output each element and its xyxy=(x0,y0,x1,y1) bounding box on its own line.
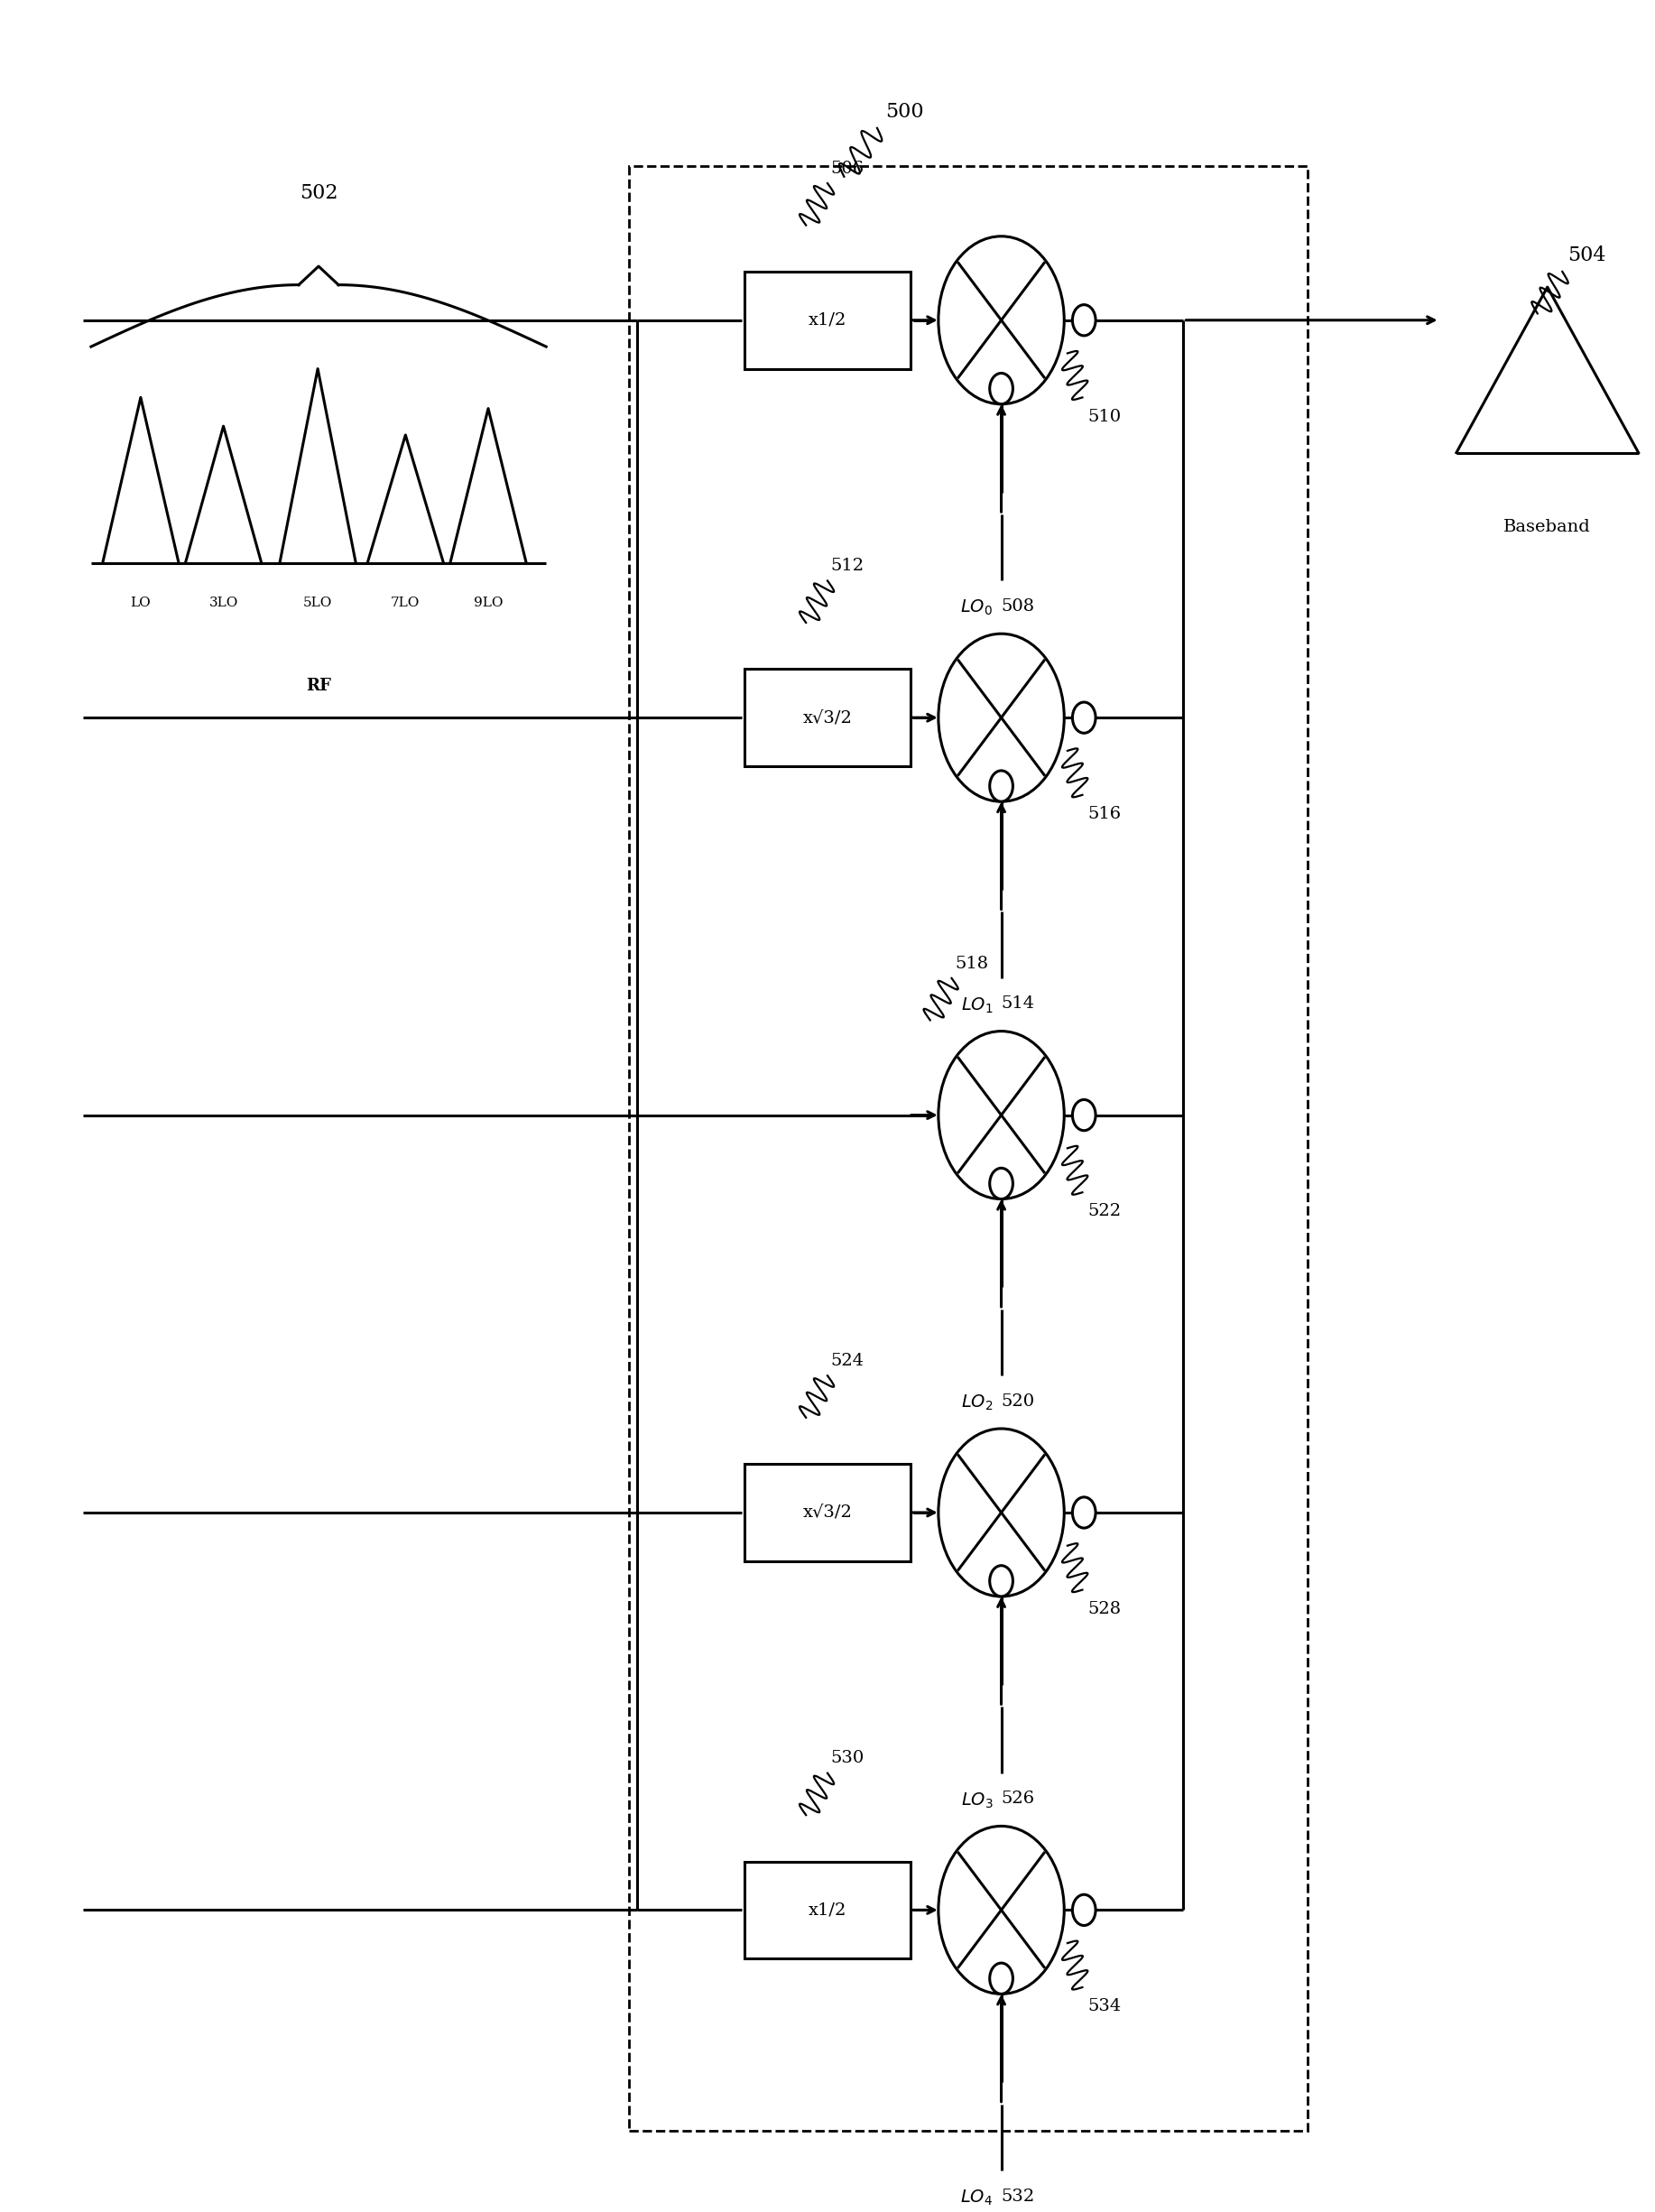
Text: x√3/2: x√3/2 xyxy=(803,710,852,726)
Text: 5LO: 5LO xyxy=(303,597,333,608)
Text: 516: 516 xyxy=(1087,805,1120,823)
Text: x√3/2: x√3/2 xyxy=(803,1504,852,1520)
Text: RF: RF xyxy=(306,677,331,695)
Text: LO: LO xyxy=(131,597,151,608)
Text: 500: 500 xyxy=(885,102,923,122)
Text: 532: 532 xyxy=(1001,2188,1034,2205)
Text: 512: 512 xyxy=(831,557,864,575)
Text: 520: 520 xyxy=(1001,1394,1034,1409)
Circle shape xyxy=(1072,1893,1096,1924)
Text: 514: 514 xyxy=(1001,995,1034,1013)
Bar xyxy=(745,272,910,369)
Bar xyxy=(745,668,910,765)
Text: 3LO: 3LO xyxy=(209,597,238,608)
Text: 510: 510 xyxy=(1087,409,1120,425)
Text: 508: 508 xyxy=(1001,599,1034,615)
Circle shape xyxy=(1072,1498,1096,1528)
Text: 506: 506 xyxy=(831,161,864,177)
Text: 528: 528 xyxy=(1087,1601,1120,1617)
Text: 504: 504 xyxy=(1567,246,1605,265)
Text: 534: 534 xyxy=(1087,1997,1120,2015)
Text: $LO_{2}$: $LO_{2}$ xyxy=(962,1394,993,1413)
Text: 524: 524 xyxy=(831,1354,864,1369)
Text: 518: 518 xyxy=(955,956,988,971)
Bar xyxy=(745,1863,910,1958)
Text: 9LO: 9LO xyxy=(473,597,503,608)
Text: $LO_{3}$: $LO_{3}$ xyxy=(962,1792,993,1809)
Text: $LO_{4}$: $LO_{4}$ xyxy=(960,2188,993,2208)
Circle shape xyxy=(990,770,1013,801)
Text: x1/2: x1/2 xyxy=(808,1902,847,1918)
Circle shape xyxy=(1072,305,1096,336)
Text: $LO_{1}$: $LO_{1}$ xyxy=(962,995,993,1015)
Circle shape xyxy=(1072,701,1096,732)
Text: 7LO: 7LO xyxy=(391,597,420,608)
Circle shape xyxy=(990,1962,1013,1993)
Text: 530: 530 xyxy=(831,1750,864,1767)
Circle shape xyxy=(990,374,1013,405)
Text: 502: 502 xyxy=(300,184,338,204)
Text: $LO_{0}$: $LO_{0}$ xyxy=(960,599,993,617)
Circle shape xyxy=(990,1168,1013,1199)
Text: x1/2: x1/2 xyxy=(808,312,847,327)
Bar xyxy=(745,1464,910,1562)
Circle shape xyxy=(990,1566,1013,1597)
Text: 522: 522 xyxy=(1087,1203,1120,1219)
Text: Baseband: Baseband xyxy=(1504,520,1590,535)
Circle shape xyxy=(1072,1099,1096,1130)
Text: 526: 526 xyxy=(1001,1792,1034,1807)
